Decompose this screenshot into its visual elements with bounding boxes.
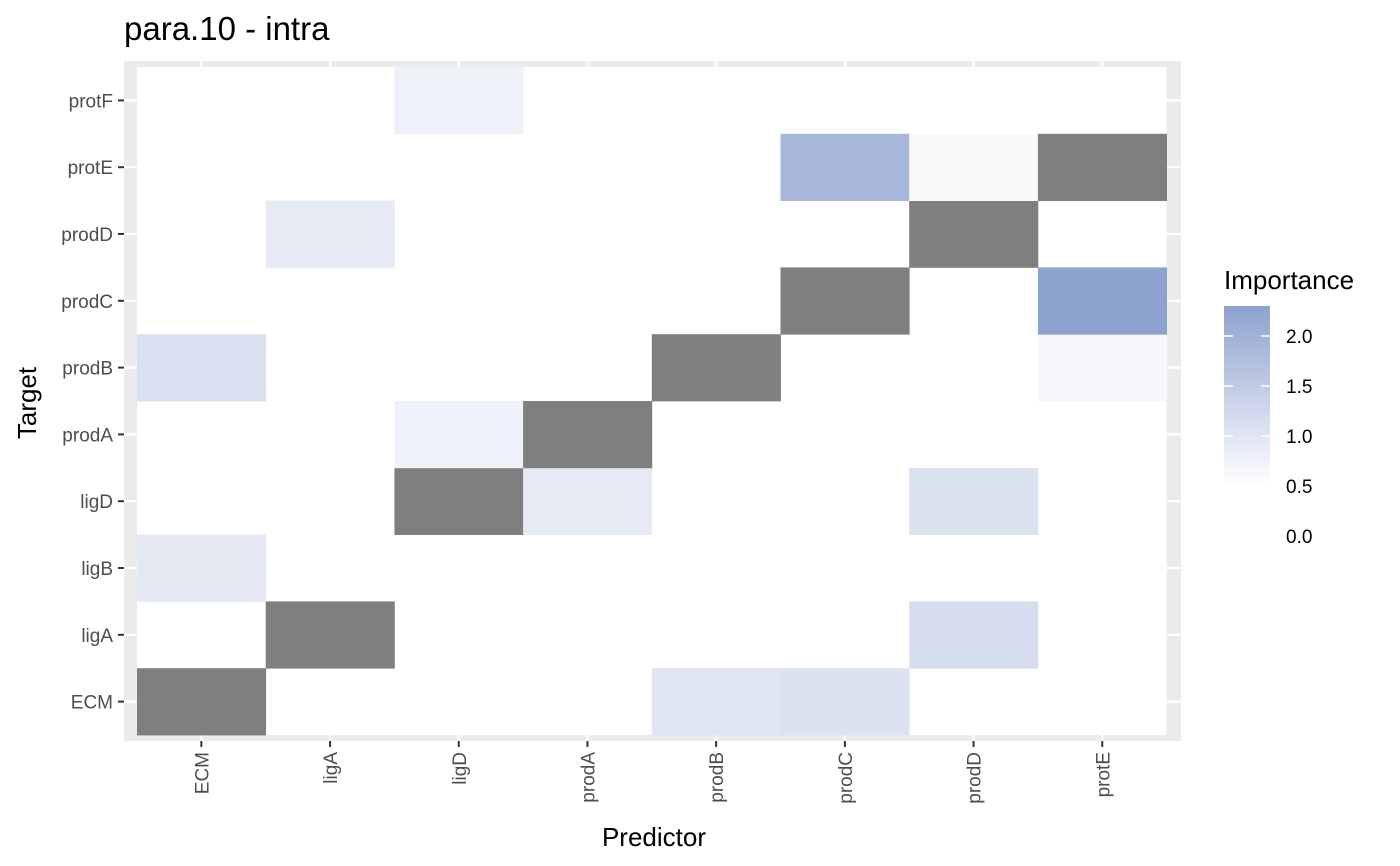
heatmap-cell-ligD-protF	[394, 67, 524, 135]
heatmap-cell-prodC-prodC	[780, 267, 910, 335]
legend-title: Importance	[1224, 265, 1354, 295]
y-tick-label: protE	[68, 158, 113, 179]
heatmap-cell-prodB-ECM	[651, 668, 781, 736]
x-axis-title: Predictor	[602, 822, 706, 852]
y-tick-label: ECM	[71, 693, 113, 714]
heatmap-cell-prodC-protE	[780, 133, 910, 201]
heatmap-cell-ligA-ligA	[265, 601, 395, 669]
heatmap-cell-ligD-prodA	[394, 401, 524, 469]
heatmap-cell-prodD-protE	[909, 133, 1039, 201]
heatmap-cell-prodD-ligD	[909, 467, 1039, 535]
y-tick-label: prodC	[61, 292, 113, 313]
heatmap-cell-ECM-ECM	[137, 668, 267, 736]
heatmap-cell-protE-prodB	[1037, 334, 1167, 402]
heatmap-cell-ligA-prodD	[265, 200, 395, 268]
heatmap-cell-prodB-prodB	[651, 334, 781, 402]
y-axis: ECM ligA ligB ligD prodA prodB prodC prodD protE…	[61, 91, 124, 714]
chart-title: para.10 - intra	[124, 10, 330, 47]
y-tick-label: prodB	[62, 359, 113, 380]
y-tick-label: ligA	[81, 626, 113, 647]
x-tick-label: ligA	[321, 752, 342, 784]
legend-tick-label: 0.5	[1286, 477, 1312, 498]
x-tick-label: ECM	[192, 752, 213, 794]
heatmap-cell-protE-prodC	[1037, 267, 1167, 335]
heatmap-cell-ECM-ligB	[137, 534, 267, 602]
y-tick-label: ligD	[80, 492, 113, 513]
y-axis-title: Target	[12, 366, 42, 439]
x-tick-label: prodC	[836, 752, 857, 804]
x-tick-label: ligD	[450, 752, 471, 785]
heatmap-cell-ligD-ligD	[394, 467, 524, 535]
x-tick-label: protE	[1093, 752, 1114, 797]
y-tick-label: protF	[69, 91, 113, 112]
heatmap-cell-prodA-ligD	[523, 467, 653, 535]
legend-tick-label: 1.0	[1286, 427, 1312, 448]
legend: Importance 2.0 1.5 1.0 0.5 0.0	[1224, 265, 1354, 548]
heatmap-cell-protE-protE	[1037, 133, 1167, 201]
heatmap-cell-prodD-prodD	[909, 200, 1039, 268]
legend-tick-label: 1.5	[1286, 377, 1312, 398]
x-tick-label: prodD	[965, 752, 986, 804]
x-tick-label: prodA	[578, 752, 599, 803]
plot-panel	[124, 61, 1181, 741]
legend-colorbar	[1224, 306, 1270, 486]
x-tick-label: prodB	[707, 752, 728, 803]
heatmap-cell-prodA-prodA	[523, 401, 653, 469]
y-tick-label: prodA	[62, 425, 113, 446]
legend-tick-label: 0.0	[1286, 527, 1312, 548]
y-tick-label: prodD	[61, 225, 113, 246]
heatmap-cell-prodD-ligA	[909, 601, 1039, 669]
y-tick-label: ligB	[81, 559, 113, 580]
heatmap-cell-ECM-prodB	[137, 334, 267, 402]
x-axis: ECM ligA ligD prodA prodB prodC prodD protE	[192, 741, 1114, 804]
heatmap-cell-prodC-ECM	[780, 668, 910, 736]
legend-tick-label: 2.0	[1286, 327, 1312, 348]
